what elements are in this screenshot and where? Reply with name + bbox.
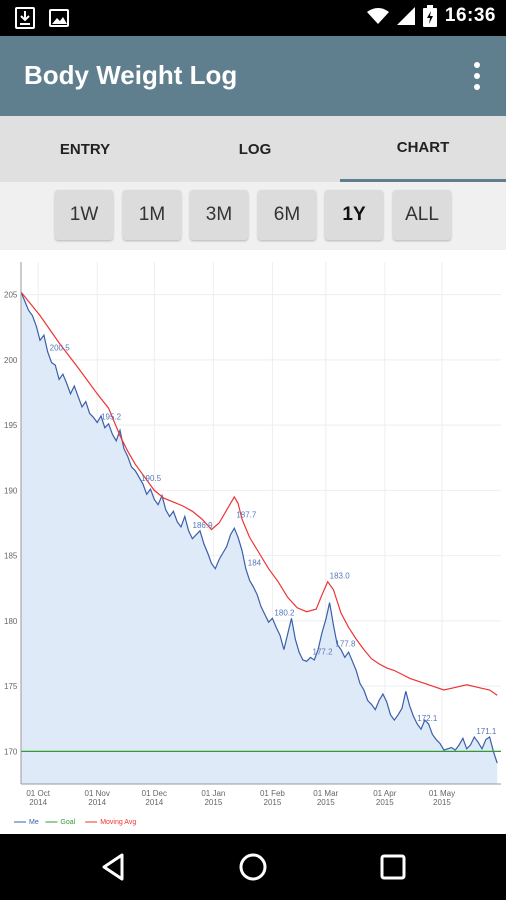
x-tick-label: 01 Apr bbox=[373, 789, 396, 798]
range-6m-button[interactable]: 6M bbox=[258, 190, 316, 240]
series-moving-avg-line bbox=[20, 291, 498, 696]
notification-icons bbox=[14, 7, 70, 29]
battery-icon bbox=[422, 5, 437, 27]
range-3m-button[interactable]: 3M bbox=[190, 190, 248, 240]
tab-log[interactable]: LOG bbox=[170, 116, 340, 182]
range-selector: 1W 1M 3M 6M 1Y ALL bbox=[0, 182, 506, 250]
y-tick-label: 185 bbox=[4, 552, 18, 561]
status-bar: 16:36 bbox=[0, 0, 506, 36]
range-all-button[interactable]: ALL bbox=[393, 190, 451, 240]
tab-chart[interactable]: CHART bbox=[340, 116, 506, 182]
y-tick-label: 190 bbox=[4, 486, 18, 495]
data-label: 171.1 bbox=[476, 727, 497, 736]
x-tick-label: 2015 bbox=[204, 798, 222, 807]
legend-entry: Moving Avg bbox=[100, 819, 136, 826]
x-tick-label: 2015 bbox=[433, 798, 451, 807]
data-label: 200.5 bbox=[50, 343, 71, 352]
clock: 16:36 bbox=[444, 5, 496, 26]
home-icon[interactable] bbox=[233, 847, 273, 887]
overflow-menu-icon[interactable] bbox=[468, 60, 486, 92]
x-tick-label: 2014 bbox=[88, 798, 106, 807]
tab-bar: ENTRY LOG CHART bbox=[0, 116, 506, 182]
data-label: 195.2 bbox=[101, 413, 122, 422]
y-tick-label: 175 bbox=[4, 682, 18, 691]
x-tick-label: 2014 bbox=[145, 798, 163, 807]
tab-log-label: LOG bbox=[238, 140, 272, 158]
range-1m-button[interactable]: 1M bbox=[123, 190, 181, 240]
back-icon[interactable] bbox=[94, 847, 134, 887]
data-label: 190.5 bbox=[141, 474, 162, 483]
x-tick-label: 01 Nov bbox=[85, 789, 110, 798]
y-tick-label: 170 bbox=[4, 747, 18, 756]
y-tick-label: 205 bbox=[4, 291, 18, 300]
series-me-area bbox=[21, 292, 498, 784]
data-label: 186.9 bbox=[193, 521, 214, 530]
app-title: Body Weight Log bbox=[24, 60, 238, 90]
tab-entry-label: ENTRY bbox=[59, 140, 111, 158]
data-label: 177.8 bbox=[335, 640, 356, 649]
data-label: 177.2 bbox=[313, 647, 334, 656]
y-tick-label: 195 bbox=[4, 421, 18, 430]
x-tick-label: 01 May bbox=[429, 789, 455, 798]
data-label: 172.1 bbox=[417, 714, 438, 723]
x-tick-label: 01 Jan bbox=[201, 789, 225, 798]
x-tick-label: 01 Mar bbox=[313, 789, 338, 798]
recents-icon[interactable] bbox=[373, 847, 413, 887]
y-tick-label: 200 bbox=[4, 356, 18, 365]
range-1w-button[interactable]: 1W bbox=[55, 190, 113, 240]
x-tick-label: 2015 bbox=[376, 798, 394, 807]
data-label: 183.0 bbox=[330, 572, 351, 581]
tab-entry[interactable]: ENTRY bbox=[0, 116, 170, 182]
series-me-line bbox=[20, 291, 498, 764]
x-tick-label: 01 Oct bbox=[26, 789, 50, 798]
x-tick-label: 2015 bbox=[317, 798, 335, 807]
weight-chart-area[interactable]: 170 175 180 185 190 195 200 205 01 Oct 2014 01 Nov… bbox=[0, 250, 506, 834]
y-tick-label: 180 bbox=[4, 617, 18, 626]
legend-entry: Goal bbox=[60, 819, 75, 826]
cellular-signal-icon bbox=[396, 7, 415, 25]
tab-chart-label: CHART bbox=[396, 139, 450, 156]
app-bar: Body Weight Log bbox=[0, 36, 506, 116]
legend-entry: Me bbox=[29, 819, 39, 826]
data-label: 180.2 bbox=[274, 608, 295, 617]
image-icon bbox=[49, 9, 69, 27]
navigation-bar bbox=[0, 834, 506, 900]
data-label: 184 bbox=[248, 559, 262, 568]
range-1y-button[interactable]: 1Y bbox=[325, 190, 383, 240]
download-icon bbox=[15, 7, 35, 29]
x-tick-label: 2015 bbox=[264, 798, 282, 807]
wifi-icon bbox=[366, 8, 389, 24]
x-tick-label: 01 Dec bbox=[142, 789, 167, 798]
x-tick-label: 01 Feb bbox=[260, 789, 285, 798]
x-tick-label: 2014 bbox=[29, 798, 47, 807]
data-label: 187.7 bbox=[236, 510, 257, 519]
system-indicators: 16:36 bbox=[366, 5, 496, 27]
